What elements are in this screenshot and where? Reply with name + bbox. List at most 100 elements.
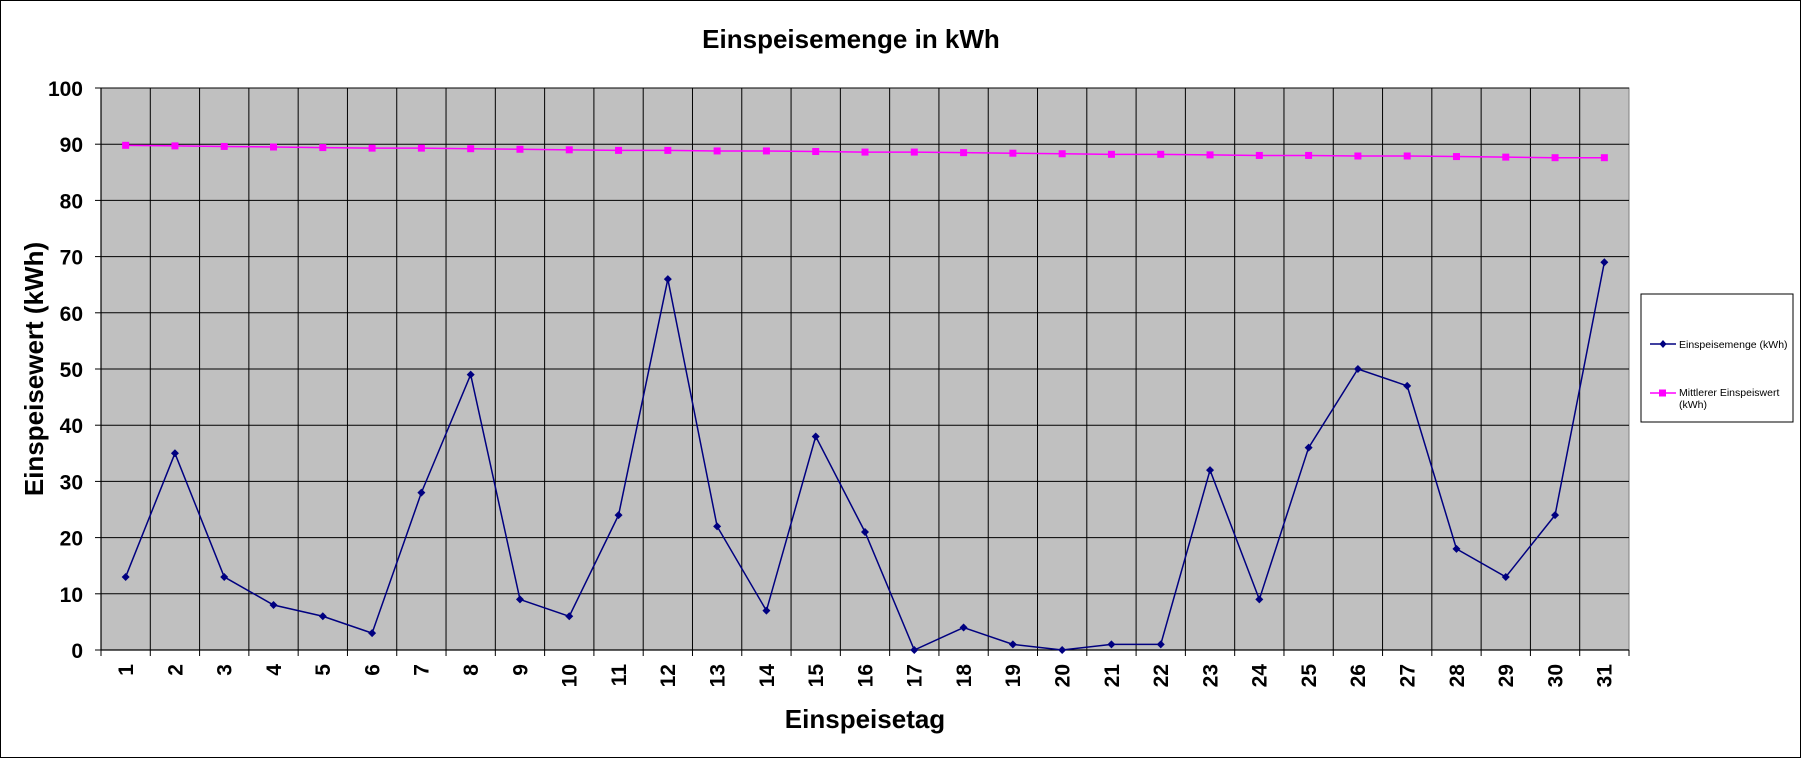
x-axis-title: Einspeisetag — [785, 704, 945, 734]
data-point — [368, 144, 376, 152]
x-tick-label: 17 — [904, 664, 927, 687]
x-tick-label: 11 — [608, 664, 631, 687]
x-tick-label: 14 — [756, 664, 779, 688]
legend-label-series-2: Mittlerer Einspeiswert (kWh) — [1679, 387, 1779, 411]
series-2 — [122, 141, 1608, 162]
data-point — [417, 488, 426, 497]
data-point — [1403, 152, 1411, 160]
data-point — [861, 527, 869, 536]
x-tick-label: 12 — [657, 664, 680, 687]
data-point — [861, 148, 869, 156]
data-point — [318, 612, 327, 621]
data-point — [1206, 466, 1215, 475]
data-point — [1058, 646, 1067, 654]
y-tick-label: 0 — [71, 640, 83, 663]
legend: Einspeisemenge (kWh) Mittlerer Einspeisw… — [1640, 293, 1794, 423]
data-point — [910, 148, 918, 156]
data-point — [565, 146, 573, 154]
data-point — [171, 142, 179, 150]
data-point — [1156, 640, 1165, 649]
y-tick-label: 40 — [60, 415, 83, 438]
y-tick-labels: 0 10 20 30 40 50 60 70 80 90 100 — [48, 78, 83, 663]
x-tick-label: 18 — [953, 664, 976, 688]
x-tick-label: 22 — [1150, 664, 1173, 687]
x-tick-label: 21 — [1101, 664, 1124, 688]
chart-title: Einspeisemenge in kWh — [702, 24, 1000, 54]
data-point — [1354, 152, 1362, 160]
x-tick-label: 16 — [854, 664, 877, 687]
data-point — [1403, 381, 1412, 390]
data-point — [515, 595, 524, 604]
data-point — [1502, 153, 1510, 161]
x-tick-label: 1 — [115, 664, 138, 676]
data-point — [762, 606, 771, 615]
x-tick-label: 27 — [1397, 664, 1420, 687]
x-tick-label: 20 — [1052, 664, 1075, 687]
data-point — [615, 146, 623, 154]
data-point — [1353, 365, 1362, 373]
data-point — [466, 370, 475, 379]
x-tick-label: 31 — [1594, 664, 1617, 688]
data-point — [811, 432, 820, 441]
x-tick-labels: 1 2 3 4 5 6 7 8 9 10 11 12 13 14 15 16 17 18 19 20 21 22 23 24 2… — [115, 664, 1617, 688]
x-tick-label: 5 — [312, 664, 335, 676]
data-point — [1551, 511, 1560, 520]
data-point — [1305, 151, 1313, 159]
y-tick-label: 70 — [60, 247, 83, 270]
series-1 — [121, 258, 1609, 654]
data-point — [1304, 443, 1313, 452]
data-point — [319, 144, 327, 152]
data-point — [1008, 640, 1017, 649]
y-tick-label: 80 — [60, 190, 83, 213]
data-point — [417, 144, 425, 152]
data-point — [1009, 149, 1017, 157]
x-tick-label: 28 — [1446, 664, 1469, 688]
data-point — [1107, 150, 1115, 158]
data-point — [713, 522, 722, 531]
legend-marker-series-2 — [1659, 389, 1666, 397]
data-point — [1452, 153, 1460, 161]
data-point — [122, 141, 130, 149]
data-point — [121, 572, 130, 581]
y-tick-label: 100 — [48, 78, 83, 101]
data-point — [1107, 640, 1116, 649]
data-point — [1501, 572, 1510, 581]
data-point — [664, 146, 672, 154]
x-tick-label: 30 — [1544, 664, 1567, 687]
x-tick-label: 23 — [1199, 664, 1222, 687]
legend-label-series-1: Einspeisemenge (kWh) — [1679, 339, 1788, 351]
y-tick-label: 10 — [60, 584, 83, 607]
y-tick-label: 20 — [60, 528, 83, 551]
data-point — [1255, 595, 1264, 604]
x-tick-label: 29 — [1495, 664, 1518, 687]
data-point — [220, 572, 229, 581]
data-point — [1452, 544, 1461, 553]
data-point — [614, 511, 623, 520]
data-point — [1551, 154, 1559, 162]
data-point — [1206, 151, 1214, 159]
axes — [95, 87, 1630, 656]
data-point — [269, 601, 278, 610]
data-point — [270, 143, 278, 151]
data-point — [960, 149, 968, 157]
data-point — [663, 275, 672, 284]
data-point — [565, 612, 574, 621]
y-tick-label: 50 — [60, 359, 83, 382]
gridlines — [101, 87, 1629, 650]
data-point — [1157, 150, 1165, 158]
x-tick-label: 26 — [1347, 664, 1370, 687]
data-point — [1600, 154, 1608, 162]
x-tick-label: 4 — [263, 664, 286, 676]
legend-marker-series-1 — [1659, 340, 1667, 348]
data-point — [812, 148, 820, 156]
x-tick-label: 25 — [1298, 664, 1321, 688]
x-tick-label: 19 — [1002, 664, 1025, 687]
data-point — [516, 145, 524, 153]
data-point — [1058, 150, 1066, 158]
y-tick-label: 90 — [60, 134, 83, 157]
x-tick-label: 6 — [361, 664, 384, 676]
data-point — [1600, 258, 1609, 267]
x-tick-label: 24 — [1249, 664, 1272, 688]
data-point — [762, 147, 770, 155]
